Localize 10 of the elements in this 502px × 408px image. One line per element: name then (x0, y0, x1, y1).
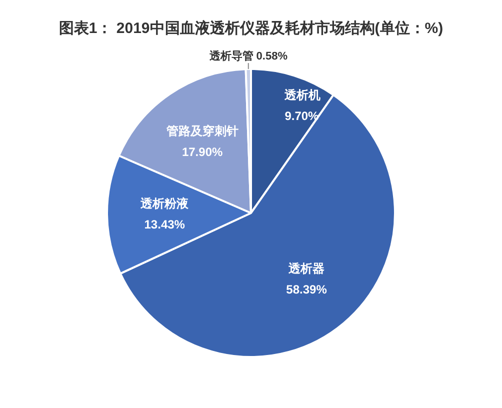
slice-label: 透析导管 0.58% (208, 50, 288, 63)
slice-label: 透析机 (284, 88, 321, 102)
slice-label: 透析器 (288, 262, 325, 276)
data-label: 13.43% (144, 217, 186, 232)
slice-label: 管路及穿刺针 (165, 124, 238, 138)
chart-title: 图表1： 2019中国血液透析仪器及耗材市场结构(单位：%) (58, 19, 444, 38)
data-label: 9.70% (284, 109, 320, 124)
slice-label: 透析粉液 (140, 196, 190, 210)
data-label: 58.39% (286, 282, 328, 297)
data-label: 17.90% (182, 144, 223, 159)
